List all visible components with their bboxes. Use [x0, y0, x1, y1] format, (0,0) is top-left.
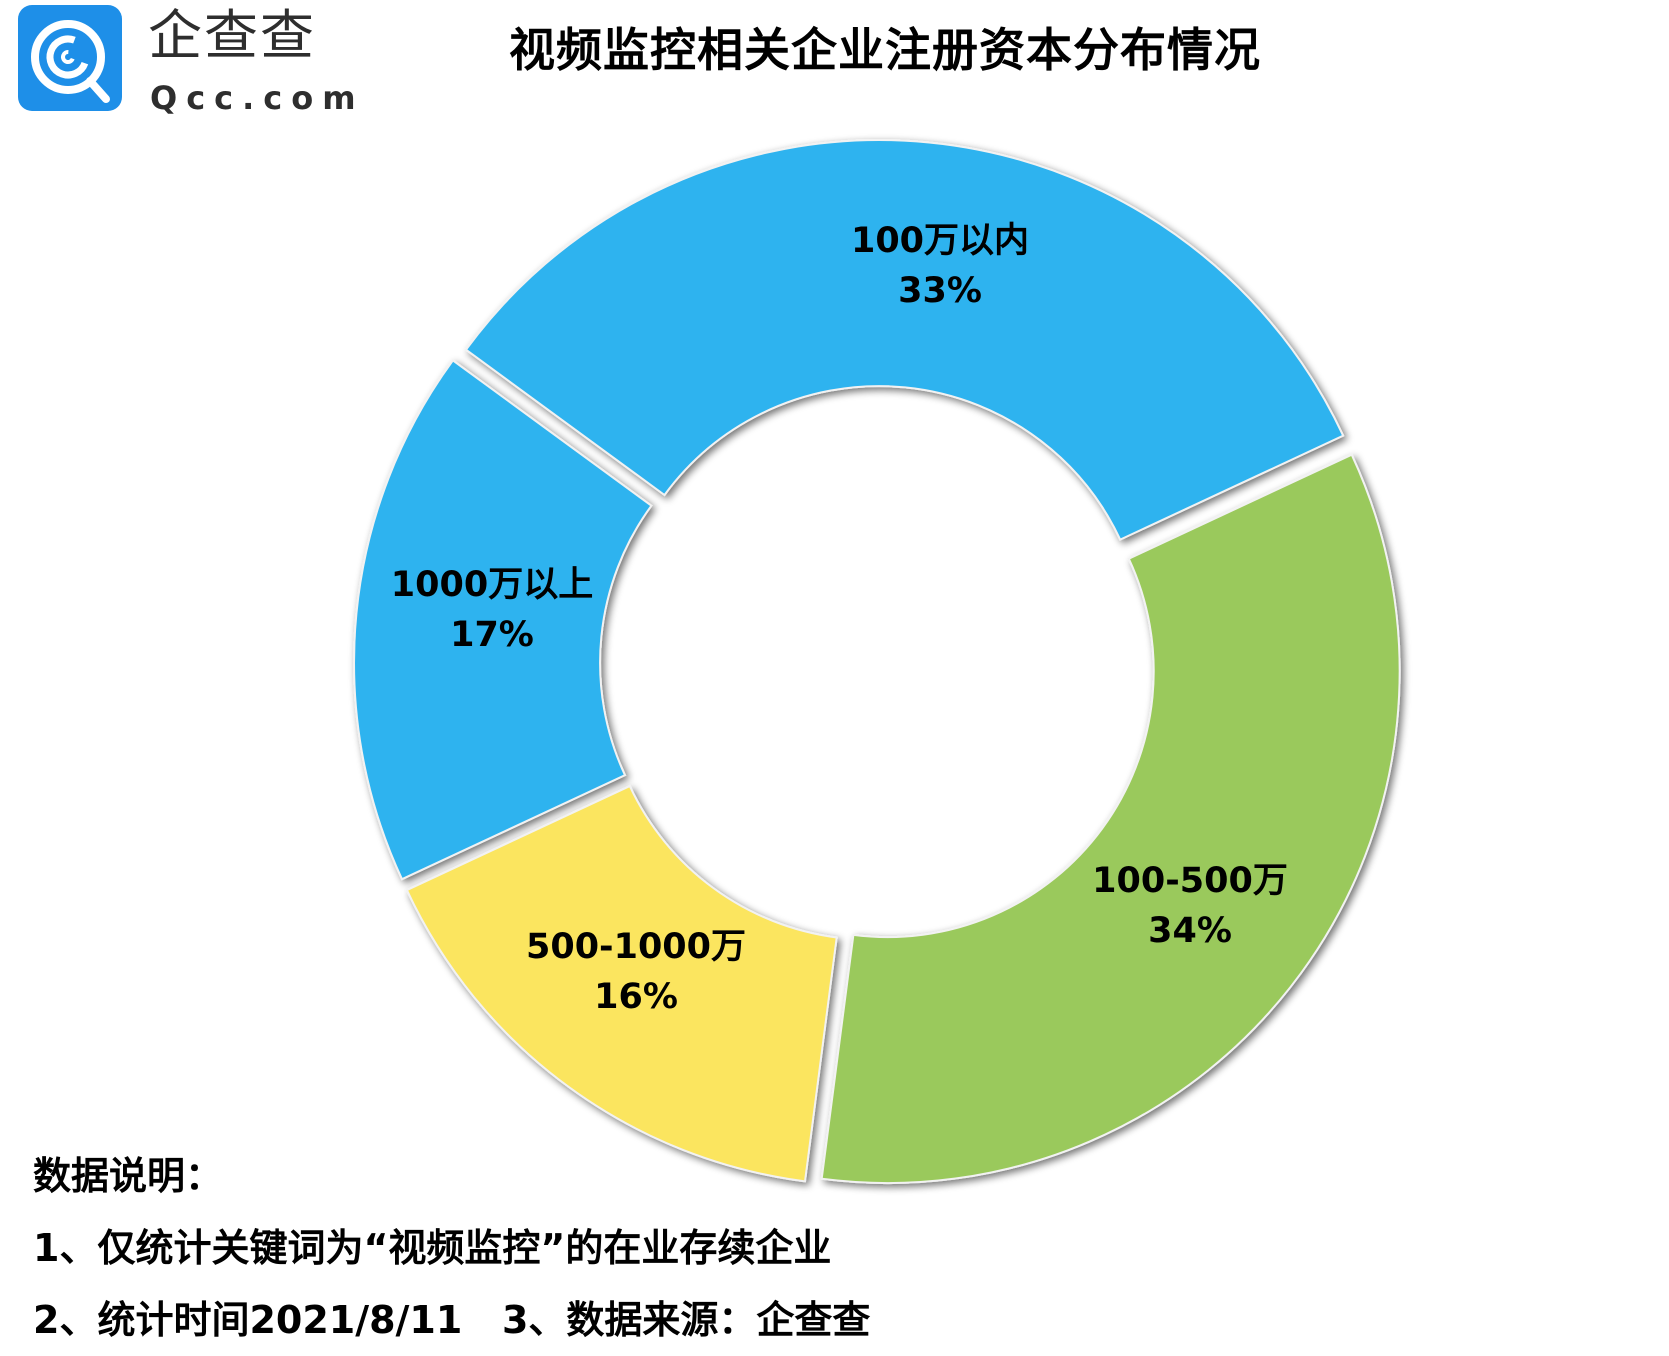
notes-heading: 数据说明：: [33, 1154, 224, 1198]
slice-label-name: 100万以内: [850, 221, 1030, 261]
slice-label-name: 100-500万: [1092, 861, 1288, 901]
data-notes: 数据说明： 1、仅统计关键词为“视频监控”的在业存续企业 2、统计时间2021/…: [33, 1140, 870, 1356]
slice-under-100w: [464, 139, 1345, 541]
slice-label-name: 1000万以上: [390, 565, 594, 605]
notes-line-1: 1、仅统计关键词为“视频监控”的在业存续企业: [33, 1226, 832, 1270]
slice-label-value: 33%: [898, 271, 982, 311]
slice-label-under-100w: 100万以内 33%: [851, 216, 1029, 316]
slice-label-over-1000w: 1000万以上 17%: [391, 560, 593, 660]
slice-label-name: 500-1000万: [526, 927, 746, 967]
slice-100-500w: [820, 453, 1401, 1185]
slice-label-value: 34%: [1148, 911, 1232, 951]
slice-label-500-1000w: 500-1000万 16%: [526, 922, 746, 1022]
slice-over-1000w: [353, 359, 653, 881]
slice-label-value: 17%: [450, 615, 534, 655]
brand-name-cn: 企查查: [148, 4, 316, 67]
notes-line-2: 2、统计时间2021/8/11 3、数据来源：企查查: [33, 1298, 871, 1342]
chart-title: 视频监控相关企业注册资本分布情况: [509, 23, 1261, 77]
brand-name-en: Qcc.com: [150, 79, 365, 117]
slice-label-value: 16%: [594, 977, 678, 1017]
slice-label-100-500w: 100-500万 34%: [1092, 856, 1288, 956]
slice-500-1000w: [405, 784, 838, 1183]
qcc-logo-icon: [18, 5, 122, 111]
